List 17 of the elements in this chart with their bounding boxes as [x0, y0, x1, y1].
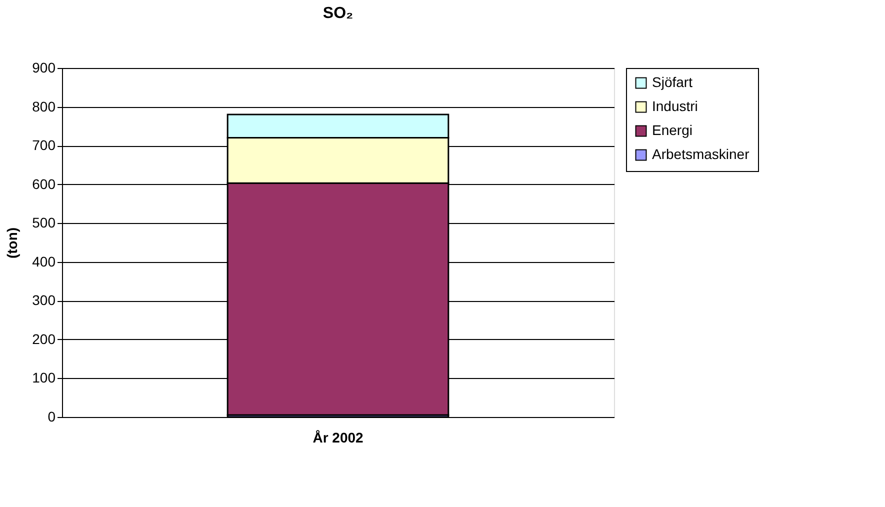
legend-label: Arbetsmaskiner [652, 146, 750, 162]
x-tick-label: År 2002 [312, 430, 364, 446]
legend-label: Industri [652, 98, 698, 114]
y-tick-label: 0 [48, 408, 56, 424]
y-tick-label: 700 [32, 137, 56, 154]
y-tick-label: 600 [32, 176, 56, 192]
y-tick-label: 900 [32, 60, 56, 76]
y-axis-title: (ton) [4, 227, 20, 259]
y-tick-label: 300 [32, 292, 56, 308]
y-tick-label: 400 [32, 253, 56, 270]
y-tick-label: 800 [32, 98, 56, 114]
legend-label: Energi [652, 122, 692, 138]
y-tick-label: 200 [32, 330, 56, 347]
y-tick-label: 100 [32, 370, 56, 386]
chart-title: SO₂ [322, 5, 354, 22]
legend-label: Sjöfart [652, 74, 693, 90]
y-tick-label: 500 [32, 214, 56, 231]
